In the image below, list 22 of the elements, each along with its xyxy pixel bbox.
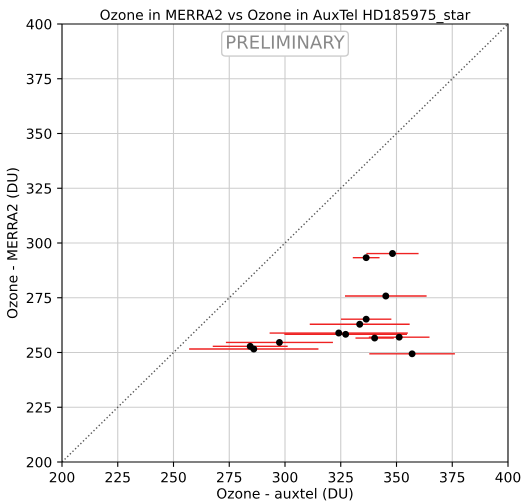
y-tick-label: 275	[26, 292, 52, 304]
x-tick-label: 300	[272, 472, 298, 482]
x-tick-label: 375	[440, 472, 464, 482]
y-tick-label: 400	[26, 18, 52, 30]
y-tick-label: 375	[26, 74, 52, 84]
y-tick-label: 200	[26, 456, 52, 468]
y-tick-label: 350	[26, 128, 52, 139]
x-axis-title: Ozone - auxtel (DU)	[217, 488, 353, 500]
y-tick-label: 300	[26, 238, 52, 248]
chart-title: Ozone in MERRA2 vs Ozone in AuxTel HD185975_star	[100, 9, 470, 24]
y-tick-label: 225	[26, 402, 52, 413]
x-tick-label: 325	[328, 472, 353, 482]
y-tick-label: 250	[26, 347, 52, 358]
x-tick-label: 250	[161, 472, 186, 482]
x-tick-label: 275	[217, 472, 242, 482]
y-axis-title: Ozone - MERRA2 (DU)	[6, 168, 20, 318]
x-tick-label: 400	[495, 472, 520, 482]
y-tick-label: 325	[26, 183, 52, 194]
x-tick-label: 225	[106, 472, 130, 482]
x-tick-label: 200	[50, 472, 74, 482]
x-tick-label: 350	[384, 472, 409, 482]
annotation: PRELIMINARY	[227, 36, 345, 49]
